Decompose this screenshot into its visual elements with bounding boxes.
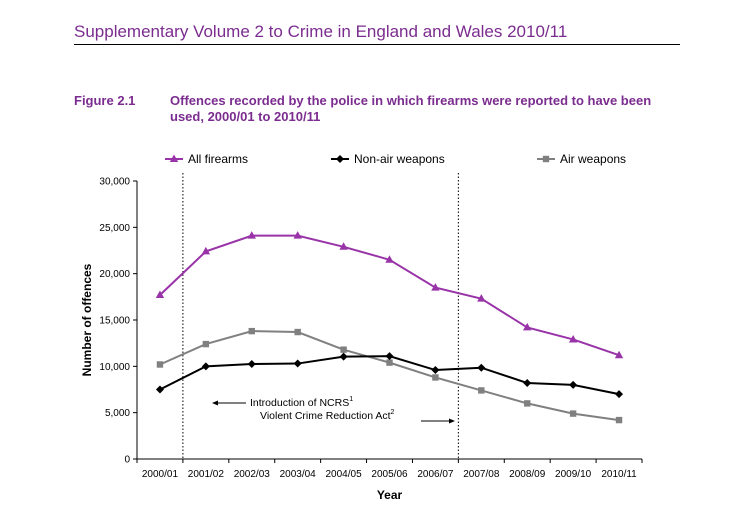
x-tick-label: 2004/05 — [326, 469, 363, 480]
data-point-non-air-weapons — [247, 360, 256, 369]
figure-label: Figure 2.1 — [74, 93, 136, 108]
annotation-superscript: 1 — [349, 396, 353, 403]
data-point-air-weapons — [294, 328, 301, 336]
data-point-air-weapons — [615, 416, 623, 424]
data-point-air-weapons — [432, 374, 439, 381]
y-tick-label: 20,000 — [99, 269, 130, 280]
reference-lines — [182, 173, 459, 459]
series-air-weapons — [156, 327, 623, 424]
y-tick-label: 25,000 — [99, 223, 130, 234]
data-point-air-weapons — [478, 387, 485, 394]
legend-swatch-marker — [336, 155, 344, 163]
x-tick-label: 2003/04 — [280, 469, 317, 480]
legend-label: Non-air weapons — [354, 152, 445, 166]
data-point-all-firearms — [247, 231, 256, 239]
data-point-non-air-weapons — [385, 352, 394, 361]
y-tick-label: 30,000 — [99, 177, 130, 188]
series-non-air-weapons — [155, 352, 624, 399]
data-point-non-air-weapons — [615, 390, 624, 399]
x-tick-label: 2005/06 — [371, 469, 408, 480]
data-point-air-weapons — [569, 410, 577, 417]
annotation-superscript: 2 — [391, 409, 395, 416]
legend-label: Air weapons — [560, 152, 626, 166]
data-point-air-weapons — [202, 340, 210, 348]
data-point-all-firearms — [155, 290, 165, 298]
y-tick-label: 5,000 — [105, 408, 130, 419]
legend-item-air-weapons: Air weapons — [537, 152, 626, 166]
annotation-text: Introduction of NCRS1 — [250, 396, 353, 409]
data-point-all-firearms — [385, 255, 394, 263]
data-point-all-firearms — [339, 242, 348, 250]
data-point-all-firearms — [477, 294, 486, 302]
x-tick-label: 2002/03 — [234, 469, 271, 480]
data-point-all-firearms — [293, 231, 302, 239]
data-point-non-air-weapons — [155, 385, 164, 394]
data-point-non-air-weapons — [201, 362, 210, 371]
data-point-all-firearms — [431, 283, 440, 291]
legend-label: All firearms — [188, 152, 248, 166]
data-point-all-firearms — [614, 350, 624, 359]
x-tick-label: 2010/11 — [601, 469, 637, 480]
chart-series — [155, 231, 624, 424]
data-point-non-air-weapons — [477, 363, 486, 372]
chart-axes: 0 5,000 10,000 15,000 20,000 25,000 30,000 2000… — [80, 177, 643, 502]
data-point-all-firearms — [568, 334, 578, 343]
data-point-air-weapons — [386, 359, 393, 366]
figure-title: Offences recorded by the police in which… — [170, 93, 652, 124]
data-point-all-firearms — [201, 246, 211, 255]
annotation-text: Violent Crime Reduction Act2 — [260, 409, 395, 422]
data-point-air-weapons — [156, 361, 164, 368]
x-tick-label: 2009/10 — [555, 469, 592, 480]
header-divider — [74, 44, 680, 45]
data-point-air-weapons — [524, 400, 531, 407]
chart-legend: All firearms Non-air weapons Air weapons — [165, 152, 626, 166]
series-all-firearms — [155, 231, 624, 359]
data-point-air-weapons — [340, 346, 347, 353]
data-point-all-firearms — [523, 322, 532, 331]
annotation-arrowhead — [449, 418, 455, 424]
legend-swatch-marker — [542, 155, 550, 163]
x-tick-label: 2000/01 — [142, 469, 179, 480]
x-tick-label: 2007/08 — [463, 469, 500, 480]
y-tick-label: 15,000 — [99, 316, 130, 327]
annotation-vcra: Violent Crime Reduction Act2 — [260, 409, 455, 424]
legend-swatch-marker — [169, 154, 179, 162]
y-tick-label: 0 — [124, 455, 130, 466]
x-axis-title: Year — [377, 488, 403, 502]
annotation-ncrs: Introduction of NCRS1 — [212, 396, 353, 409]
data-point-air-weapons — [248, 327, 255, 335]
legend-item-all-firearms: All firearms — [165, 152, 248, 166]
data-point-non-air-weapons — [569, 380, 578, 389]
series-line-air-weapons — [159, 330, 620, 422]
x-tick-label: 2008/09 — [509, 469, 546, 480]
y-tick-label: 10,000 — [99, 362, 130, 373]
x-tick-label: 2001/02 — [188, 469, 225, 480]
legend-item-non-air-weapons: Non-air weapons — [331, 152, 445, 166]
data-point-non-air-weapons — [523, 379, 532, 388]
annotation-arrowhead — [212, 400, 218, 406]
x-tick-label: 2006/07 — [417, 469, 454, 480]
y-axis-title: Number of offences — [80, 263, 94, 376]
data-point-non-air-weapons — [293, 359, 302, 368]
data-point-non-air-weapons — [431, 366, 440, 375]
data-point-non-air-weapons — [339, 352, 348, 361]
document-header: Supplementary Volume 2 to Crime in Engla… — [74, 22, 568, 41]
